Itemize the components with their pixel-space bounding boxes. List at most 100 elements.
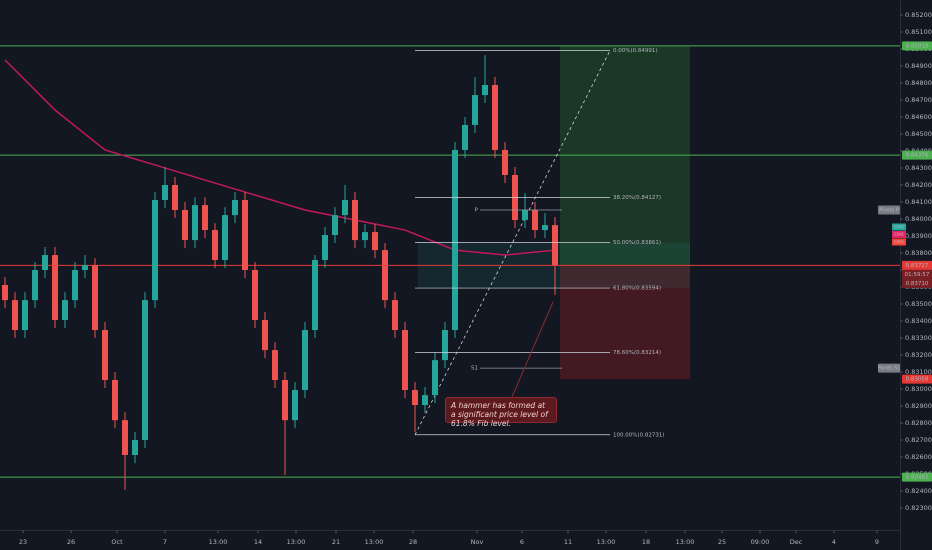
- x-tick-label: 09:00: [751, 538, 770, 546]
- ema-tag: EMA: [894, 240, 905, 246]
- y-tick-label: 0.82800: [905, 419, 932, 427]
- candle-body: [402, 330, 408, 391]
- candle-body: [232, 199, 238, 216]
- x-tick-label: 25: [718, 538, 726, 546]
- x-tick-label: 13:00: [597, 538, 616, 546]
- candle-body: [482, 85, 488, 96]
- candle-body: [322, 234, 328, 260]
- x-tick-label: 13:00: [287, 538, 306, 546]
- candle-body: [182, 209, 188, 241]
- x-tick-label: 13:00: [209, 538, 228, 546]
- y-tick-label: 0.84300: [905, 164, 932, 172]
- x-tick-label: 28: [409, 538, 417, 546]
- price-tag: 0.83727: [906, 263, 929, 269]
- y-tick-label: 0.82300: [905, 504, 932, 512]
- x-tick-label: 14: [254, 538, 262, 546]
- candle-body: [552, 225, 558, 266]
- ema-tag: EMA: [894, 232, 905, 238]
- candle-body: [412, 390, 418, 406]
- stop-tag-bg: [902, 374, 932, 384]
- pivot-label: P: [475, 207, 479, 213]
- candle-body: [332, 215, 338, 235]
- candle-body: [372, 232, 378, 251]
- y-tick-label: 0.83100: [905, 368, 932, 376]
- y-tick-label: 0.85100: [905, 28, 932, 36]
- y-tick-label: 0.85200: [905, 11, 932, 19]
- y-tick-label: 0.84100: [905, 198, 932, 206]
- position-target-zone: [560, 45, 690, 266]
- y-tick-label: 0.84200: [905, 181, 932, 189]
- y-tick-label: 0.83000: [905, 385, 932, 393]
- candle-body: [502, 149, 508, 175]
- candle-body: [292, 390, 298, 421]
- candle-body: [162, 184, 168, 200]
- ema-tag-bg: [892, 238, 906, 246]
- y-tick-label: 0.84700: [905, 96, 932, 104]
- y-tick-label: 0.83900: [905, 232, 932, 240]
- candle-body: [172, 184, 178, 210]
- candle-body: [152, 199, 158, 301]
- candle-body: [282, 380, 288, 421]
- x-tick-label: Oct: [111, 538, 123, 546]
- countdown-bg: [902, 269, 932, 279]
- candle-body: [352, 199, 358, 241]
- y-tick-label: 0.82400: [905, 487, 932, 495]
- fib-label: 61.80%(0.83594): [613, 286, 661, 292]
- candle-body: [452, 149, 458, 331]
- y-tick-label: 0.83400: [905, 317, 932, 325]
- x-tick-label: 23: [19, 538, 27, 546]
- y-tick-label: 0.84500: [905, 130, 932, 138]
- y-tick-label: 0.84000: [905, 215, 932, 223]
- candle-body: [52, 255, 58, 321]
- candle-body: [382, 250, 388, 301]
- x-tick-label: 7: [163, 538, 167, 546]
- x-tick-label: 26: [67, 538, 75, 546]
- candle-body: [442, 330, 448, 361]
- candle-body: [112, 380, 118, 421]
- bid-tag: 0.83710: [906, 281, 929, 287]
- y-tick-label: 0.84800: [905, 79, 932, 87]
- candle-body: [392, 300, 398, 331]
- pivot-tag: Pivots P: [879, 207, 898, 213]
- candle-body: [472, 95, 478, 125]
- x-tick-label: 18: [642, 538, 650, 546]
- x-tick-label: 11: [564, 538, 572, 546]
- candle-body: [62, 300, 68, 321]
- annotation-connector: [511, 301, 554, 398]
- ema-line: [4, 59, 556, 256]
- candle-body: [492, 85, 498, 150]
- candle-body: [532, 209, 538, 231]
- candle-body: [22, 300, 28, 331]
- candle-body: [192, 205, 198, 241]
- candle-body: [422, 395, 428, 406]
- pivot-tag-bg: [878, 363, 900, 373]
- fib-label: 0.00%(0.84991): [613, 48, 658, 54]
- candle-body: [12, 300, 18, 331]
- candle-body: [42, 255, 48, 271]
- price-tag: 0.82482: [906, 475, 929, 481]
- candle-body: [522, 209, 528, 221]
- candle-body: [432, 360, 438, 396]
- y-tick-label: 0.83800: [905, 249, 932, 257]
- ema-tag-bg: [892, 223, 906, 231]
- pivot-label: S1: [471, 366, 478, 372]
- y-tick-label: 0.83500: [905, 300, 932, 308]
- price-tag: 0.85018: [906, 43, 929, 49]
- candle-body: [262, 320, 268, 351]
- y-tick-label: 0.82600: [905, 453, 932, 461]
- fib-label: 100.00%(0.82731): [613, 432, 665, 438]
- candle-body: [132, 440, 138, 456]
- candle-body: [102, 330, 108, 381]
- bid-tag-bg: [902, 278, 932, 288]
- x-tick-label: 4: [832, 538, 836, 546]
- price-tag-bg: [902, 41, 932, 51]
- fib-label: 78.60%(0.83214): [613, 350, 661, 356]
- price-tag: 0.84376: [906, 153, 929, 159]
- y-tick-label: 0.82700: [905, 436, 932, 444]
- candle-body: [462, 124, 468, 150]
- candle-body: [312, 259, 318, 331]
- pivot-tag-bg: [878, 205, 900, 215]
- x-tick-label: 21: [332, 538, 340, 546]
- x-tick-label: Nov: [471, 538, 484, 546]
